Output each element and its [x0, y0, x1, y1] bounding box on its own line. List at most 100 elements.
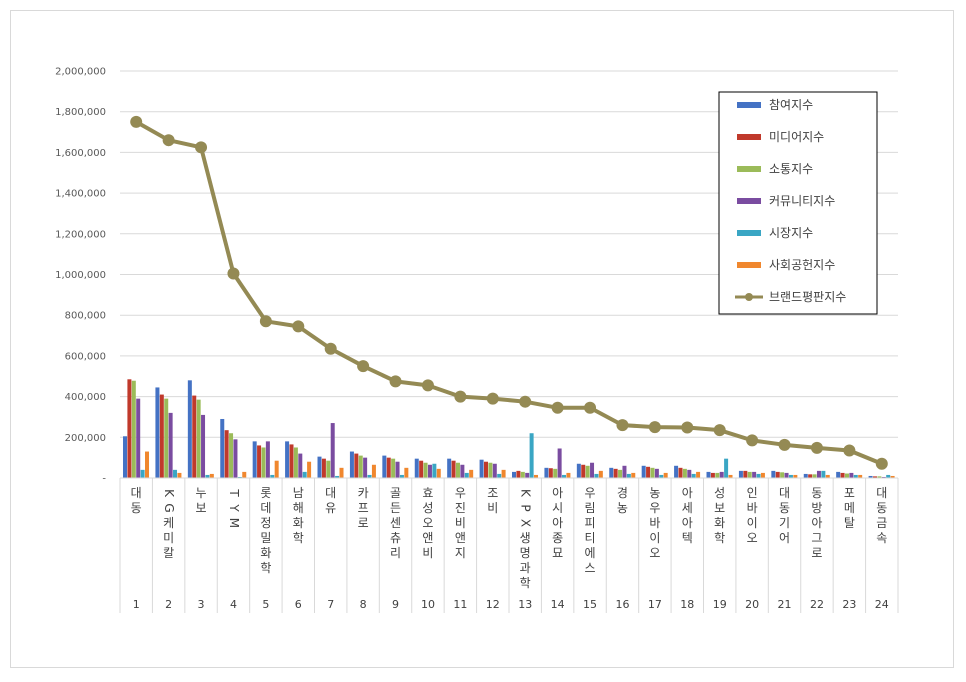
category-label: 경: [617, 486, 628, 500]
rank-label: 8: [360, 598, 367, 611]
category-label: 아: [811, 516, 822, 530]
bar-사회공헌지수: [177, 472, 182, 478]
bar-참여지수: [349, 451, 354, 478]
bar-참여지수: [187, 380, 192, 478]
bar-커뮤니티지수: [752, 471, 757, 478]
y-tick-label: 1,800,000: [55, 107, 106, 118]
point-브랜드평판지수: [357, 360, 370, 373]
bar-사회공헌지수: [566, 472, 571, 478]
category-label: 케: [163, 516, 174, 530]
bar-시장지수: [335, 475, 340, 478]
point-브랜드평판지수: [843, 444, 856, 457]
rank-label: 23: [842, 598, 856, 611]
bar-사회공헌지수: [209, 473, 214, 478]
bar-미디어지수: [516, 470, 521, 478]
category-label: 동: [779, 501, 790, 515]
bar-커뮤니티지수: [557, 448, 562, 478]
point-브랜드평판지수: [648, 421, 661, 434]
bar-참여지수: [317, 456, 322, 478]
category-label: 비: [487, 501, 498, 515]
bars: [123, 379, 895, 478]
bar-참여지수: [512, 471, 517, 478]
point-브랜드평판지수: [324, 342, 337, 355]
bar-사회공헌지수: [145, 451, 150, 478]
rank-label: 22: [810, 598, 824, 611]
bar-시장지수: [173, 469, 178, 478]
category-label: 효: [422, 486, 433, 500]
bar-참여지수: [868, 475, 873, 478]
bar-사회공헌지수: [534, 474, 539, 478]
bar-소통지수: [229, 433, 234, 478]
bar-시장지수: [788, 474, 793, 478]
category-label: 대: [779, 486, 790, 500]
bar-미디어지수: [872, 476, 877, 478]
y-tick-label: 1,600,000: [55, 148, 106, 159]
bar-시장지수: [756, 473, 761, 478]
bar-사회공헌지수: [436, 468, 441, 478]
bar-사회공헌지수: [825, 474, 830, 478]
bar-참여지수: [771, 470, 776, 478]
category-label: 대: [131, 486, 142, 500]
bar-미디어지수: [159, 394, 164, 478]
category-label: 학: [293, 531, 304, 545]
bar-참여지수: [285, 441, 290, 478]
category-label: X: [519, 519, 533, 527]
bar-커뮤니티지수: [168, 412, 173, 478]
category-label: 오: [422, 516, 433, 530]
bar-사회공헌지수: [728, 474, 733, 478]
rank-label: 14: [551, 598, 565, 611]
category-label: 그: [811, 531, 822, 545]
rank-label: 5: [262, 598, 269, 611]
legend-label: 미디어지수: [769, 130, 824, 144]
y-tick-label: 1,200,000: [55, 229, 106, 240]
rank-label: 3: [198, 598, 205, 611]
category-label: 누: [196, 486, 207, 500]
legend-swatch: [737, 262, 761, 268]
bar-사회공헌지수: [274, 460, 279, 478]
bar-참여지수: [155, 387, 160, 478]
bar-시장지수: [205, 474, 210, 478]
category-label: 티: [585, 531, 596, 545]
bar-사회공헌지수: [793, 474, 798, 478]
bar-커뮤니티지수: [816, 470, 821, 478]
legend-label: 커뮤니티지수: [769, 194, 835, 208]
rank-label: 17: [648, 598, 662, 611]
category-label: 조: [487, 486, 498, 500]
bar-소통지수: [747, 471, 752, 478]
category-label: 피: [585, 516, 596, 530]
category-label: 시: [552, 501, 563, 515]
category-label: 속: [876, 531, 887, 545]
point-브랜드평판지수: [713, 424, 726, 437]
bar-미디어지수: [710, 472, 715, 478]
bar-시장지수: [367, 474, 372, 478]
category-label: 스: [585, 561, 596, 575]
category-label: 남: [293, 486, 304, 500]
bar-미디어지수: [743, 470, 748, 478]
bar-커뮤니티지수: [136, 398, 141, 478]
point-브랜드평판지수: [227, 267, 240, 280]
bar-시장지수: [237, 476, 242, 478]
bar-소통지수: [618, 469, 623, 478]
category-label: 명: [520, 546, 531, 560]
bar-미디어지수: [678, 467, 683, 478]
bar-커뮤니티지수: [460, 464, 465, 478]
bar-소통지수: [326, 460, 331, 478]
category-label: 포: [844, 486, 855, 500]
legend-label: 참여지수: [769, 98, 813, 112]
y-axis-ticks: - 200,000 400,000 600,000 800,000 1,000,000 1,…: [55, 67, 106, 485]
point-브랜드평판지수: [486, 392, 499, 405]
bar-미디어지수: [646, 466, 651, 478]
category-label: 화: [260, 546, 271, 560]
y-tick-label: 2,000,000: [55, 67, 106, 78]
category-label: 오: [649, 546, 660, 560]
y-tick-label: 600,000: [65, 351, 106, 362]
bar-커뮤니티지수: [265, 441, 270, 478]
point-브랜드평판지수: [162, 134, 175, 147]
legend-label: 소통지수: [769, 162, 813, 176]
rank-label: 18: [680, 598, 694, 611]
category-label: 정: [260, 516, 271, 530]
bar-사회공헌지수: [307, 461, 312, 478]
category-label: 지: [455, 546, 466, 560]
bar-참여지수: [123, 436, 128, 478]
